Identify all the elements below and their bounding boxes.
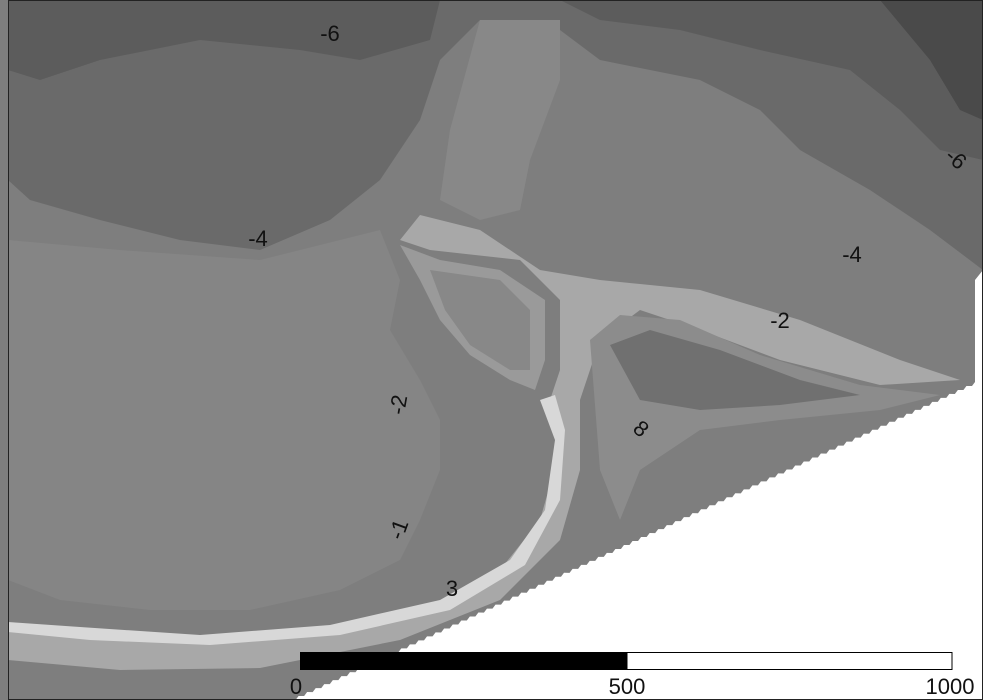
contour-label: -2 [770, 308, 790, 333]
page: {"contour_labels": ["-6", "-6", "-4", "-… [0, 0, 983, 700]
scale-label: 500 [609, 674, 646, 699]
depth-zone [8, 230, 440, 610]
contour-label: 3 [446, 576, 458, 601]
contour-label: -4 [842, 242, 862, 267]
contour-map: -6 -6 -4 -4 -2 -2 -1 3 8 0 500 1000 [0, 0, 983, 700]
scale-label: 0 [290, 674, 302, 699]
scale-bar-segment [300, 652, 627, 670]
contour-label: -6 [320, 21, 340, 46]
contour-label: -4 [248, 226, 268, 251]
scale-bar-segment [627, 653, 952, 670]
scale-label: 1000 [926, 674, 975, 699]
